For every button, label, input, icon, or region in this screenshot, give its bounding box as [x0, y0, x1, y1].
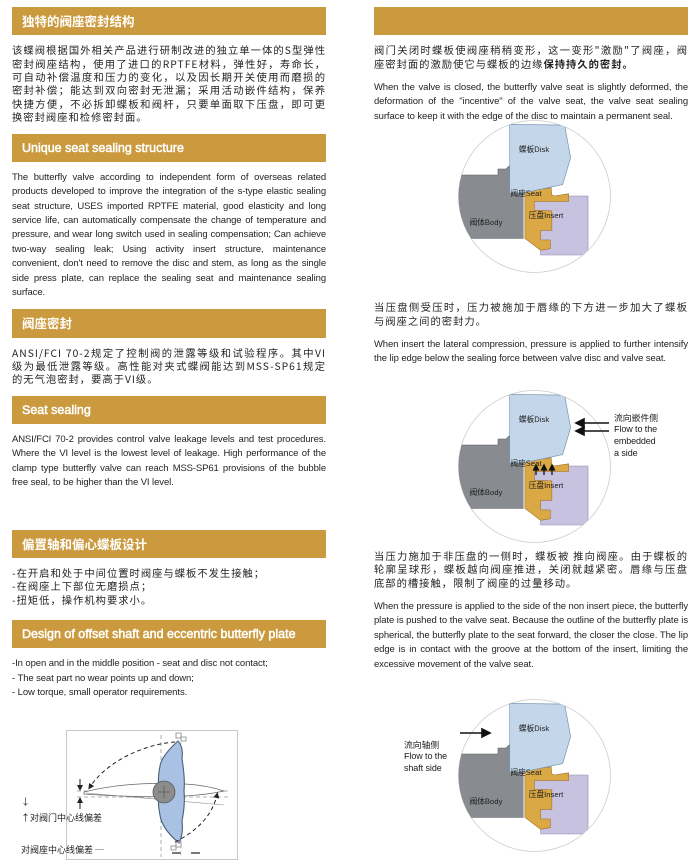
svg-text:蝶板Disk: 蝶板Disk — [519, 414, 550, 425]
svg-text:阀体Body: 阀体Body — [470, 217, 503, 228]
svg-text:阀座Seat: 阀座Seat — [510, 188, 542, 199]
svg-text:阀座Seat: 阀座Seat — [510, 767, 542, 778]
svg-text:阀体Body: 阀体Body — [470, 487, 503, 498]
svg-text:压盘Insert: 压盘Insert — [529, 789, 564, 800]
svg-text:压盘Insert: 压盘Insert — [529, 480, 564, 491]
svg-text:蝶板Disk: 蝶板Disk — [519, 723, 550, 734]
svg-text:压盘Insert: 压盘Insert — [529, 210, 564, 221]
svg-text:阀体Body: 阀体Body — [470, 796, 503, 807]
svg-text:蝶板Disk: 蝶板Disk — [519, 144, 550, 155]
